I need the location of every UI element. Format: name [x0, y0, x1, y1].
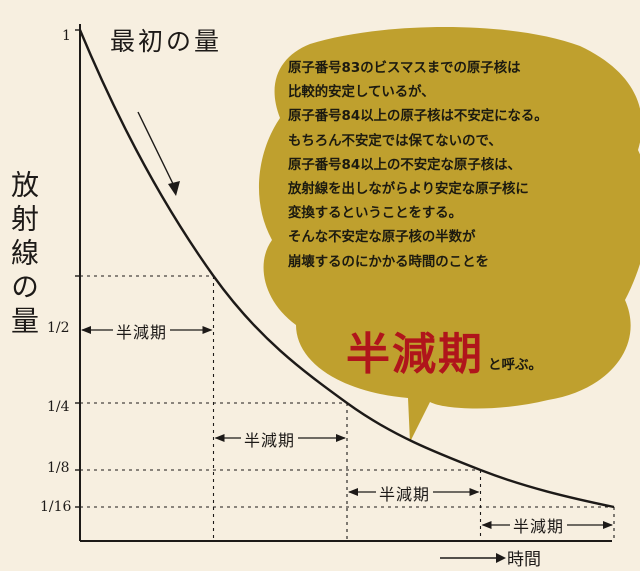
bubble-line: 原子番号83のビスマスまでの原子核は	[288, 61, 521, 76]
bubble-line: 原子番号84以上の不安定な原子核は、	[288, 157, 521, 173]
bubble-text: 原子番号83のビスマスまでの原子核は 比較的安定しているが、 原子番号84以上の…	[288, 57, 628, 275]
half-life-label: 半減期	[241, 427, 299, 451]
y-tick-label: 1/8	[47, 460, 70, 476]
half-life-callout: 半減期 と呼ぶ。	[346, 318, 542, 382]
bubble-line: 比較的安定しているが、	[288, 85, 435, 101]
y-tick-label: 1	[62, 28, 71, 44]
y-axis-label: 放射線の量	[7, 170, 40, 340]
half-life-emphasis: 半減期	[346, 329, 484, 380]
bubble-line: もちろん不安定では保てないので、	[288, 133, 502, 149]
callout-suffix: と呼ぶ。	[488, 357, 542, 373]
guide-lines	[75, 29, 615, 541]
speech-bubble	[258, 27, 640, 442]
decay-curve	[78, 29, 615, 509]
bubble-line: そんな不安定な原子核の半数が	[288, 230, 476, 246]
half-life-label: 半減期	[510, 513, 568, 537]
y-tick-label: 1/2	[47, 320, 70, 336]
y-tick-label: 1/16	[40, 499, 72, 515]
bubble-line: 放射線を出しながらより安定な原子核に	[288, 182, 529, 198]
time-arrowhead	[496, 553, 506, 563]
direction-arrowhead	[168, 181, 180, 196]
x-axis-label: 時間	[507, 550, 541, 570]
bubble-line: 崩壊するのにかかる時間のことを	[288, 254, 489, 270]
direction-arrow	[137, 111, 177, 191]
initial-amount-label: 最初の量	[110, 27, 223, 56]
half-life-label: 半減期	[376, 481, 434, 505]
bubble-line: 変換するということをする。	[288, 206, 463, 222]
bubble-line: 原子番号84以上の原子核は不安定になる。	[288, 109, 548, 125]
y-tick-label: 1/4	[47, 399, 70, 415]
half-life-label: 半減期	[113, 319, 171, 343]
